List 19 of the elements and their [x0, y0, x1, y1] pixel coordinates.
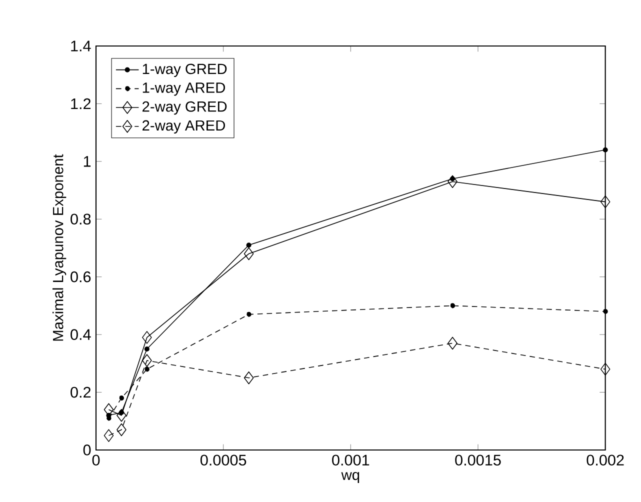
- y-axis-title: Maximal Lyapunov Exponent: [52, 154, 66, 341]
- y-tick-label: 0.2: [70, 386, 91, 398]
- x-tick-label: 0.0005: [200, 454, 246, 466]
- x-tick-label: 0: [92, 454, 100, 466]
- y-tick-label: 0: [83, 444, 91, 456]
- legend-label: 1-way ARED: [142, 82, 226, 96]
- y-tick-label: 1: [84, 156, 91, 167]
- y-tick-label: 0.4: [70, 329, 91, 340]
- x-tick-label: 0.0015: [455, 454, 501, 466]
- y-tick-label: 1.2: [71, 98, 91, 110]
- x-axis-title: wq: [341, 472, 360, 483]
- legend-label: 2-way GRED: [142, 101, 227, 115]
- x-tick-label: 0.002: [586, 454, 624, 466]
- legend-label: 1-way GRED: [142, 64, 227, 77]
- y-tick-label: 0.6: [70, 271, 91, 282]
- legend-label: 2-way ARED: [142, 120, 226, 134]
- y-tick-label: 0.8: [70, 214, 91, 225]
- y-tick-label: 1.4: [71, 40, 91, 52]
- x-tick-label: 0.001: [332, 454, 370, 466]
